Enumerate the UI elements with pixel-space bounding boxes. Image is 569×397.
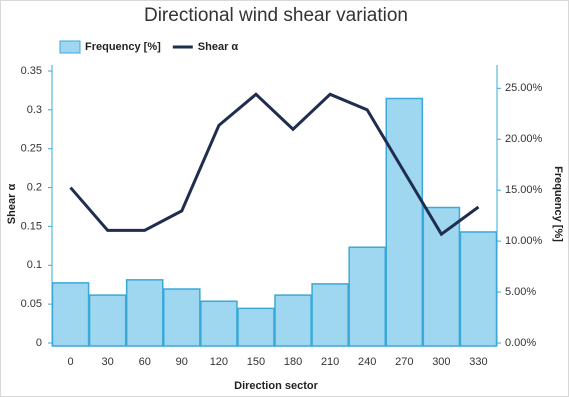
bar	[51, 282, 90, 347]
x-tick-label: 90	[176, 356, 188, 368]
y-tick-label: 0.1	[27, 259, 42, 271]
bar	[459, 231, 498, 347]
y-tick-label: 0.15	[21, 220, 42, 232]
x-tick-label: 330	[469, 356, 487, 368]
bar	[163, 288, 201, 347]
x-tick-label: 30	[102, 356, 114, 368]
bar	[88, 294, 127, 347]
bar	[385, 97, 424, 347]
y-tick-label: 0.3	[27, 104, 42, 116]
y-tick-label: 0.2	[27, 181, 42, 193]
x-tick-label: 150	[247, 356, 265, 368]
x-tick-label: 300	[432, 356, 450, 368]
bar	[422, 206, 461, 347]
y2-tick-label: 25.00%	[505, 82, 543, 94]
legend-swatch	[59, 40, 81, 54]
y2-tick-label: 0.00%	[505, 337, 536, 349]
legend-label: Frequency [%]	[85, 41, 161, 53]
bar	[311, 283, 349, 347]
x-tick-label: 60	[139, 356, 151, 368]
x-tick-label: 120	[210, 356, 228, 368]
x-tick-label: 210	[321, 356, 339, 368]
x-tick-label: 270	[395, 356, 413, 368]
bar	[125, 279, 164, 347]
x-tick-label: 0	[67, 356, 73, 368]
shear-line	[69, 92, 480, 237]
x-tick-label: 240	[358, 356, 376, 368]
y2-tick-label: 15.00%	[505, 184, 543, 196]
x-axis-title: Direction sector	[234, 380, 318, 392]
y-tick-label: 0.35	[21, 65, 42, 77]
y-tick-label: 0	[36, 337, 42, 349]
x-tick-label: 180	[284, 356, 302, 368]
bar	[200, 300, 238, 347]
y2-tick-label: 5.00%	[505, 286, 536, 298]
chart-title: Directional wind shear variation	[144, 5, 408, 26]
y2-axis-title: Frequency [%]	[552, 166, 564, 242]
y2-tick-label: 20.00%	[505, 133, 543, 145]
y-tick-label: 0.25	[21, 143, 42, 155]
y-tick-label: 0.05	[21, 298, 42, 310]
bar	[237, 307, 275, 347]
y-axis-title: Shear α	[6, 184, 18, 225]
bar	[348, 246, 386, 347]
legend-label: Shear α	[198, 41, 239, 53]
bar	[274, 294, 312, 347]
y2-tick-label: 10.00%	[505, 235, 543, 247]
